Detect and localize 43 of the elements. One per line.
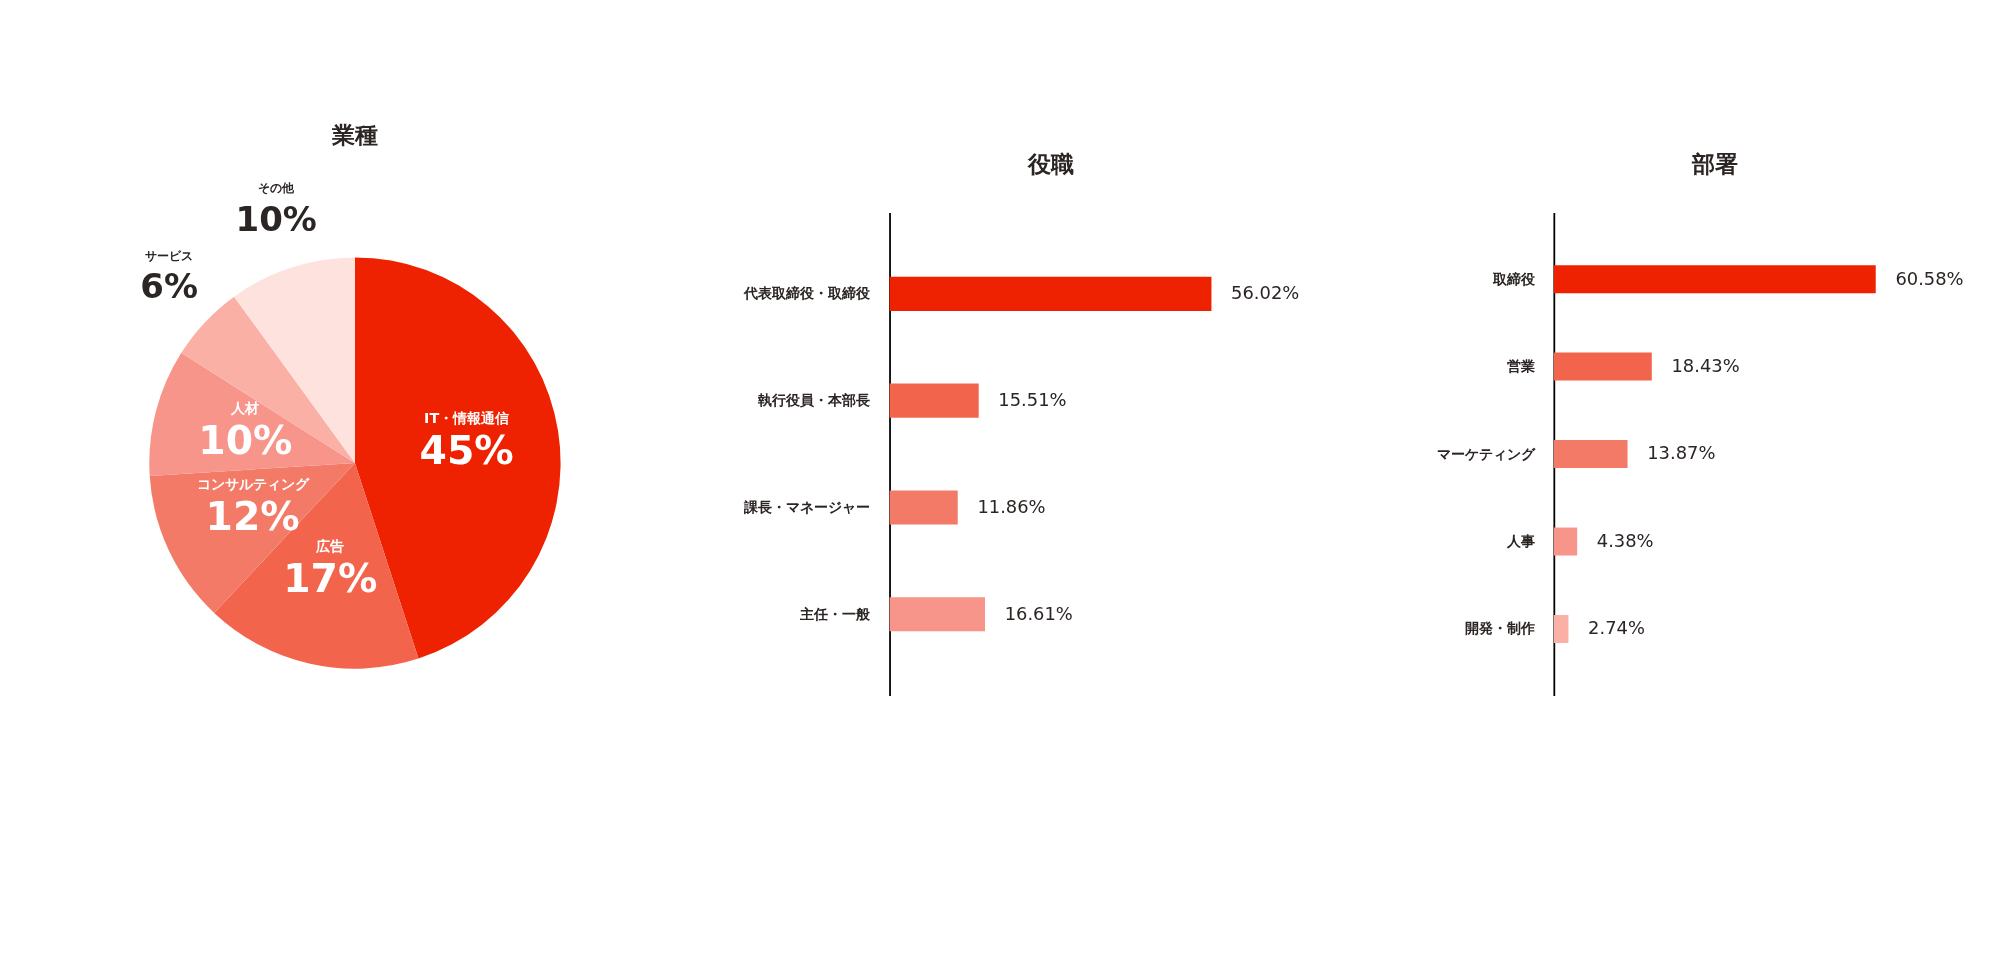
bar — [1553, 352, 1652, 381]
data-label: 13.87% — [1647, 442, 1716, 464]
data-label: 6% — [140, 266, 199, 307]
pie-slice — [181, 296, 355, 464]
chart-title: 業種 — [330, 120, 378, 148]
chart-title: 役職 — [1026, 150, 1074, 178]
slice-label: 人材 — [230, 399, 260, 416]
data-label: 10% — [198, 416, 293, 463]
data-label: 16.61% — [1004, 602, 1073, 624]
slice-label: サービス — [145, 248, 194, 263]
y-tick-label: 執行役員・本部長 — [757, 392, 871, 409]
data-label: 56.02% — [1231, 282, 1300, 304]
y-tick-label: 主任・一般 — [799, 605, 872, 622]
y-tick-label: マーケティング — [1436, 445, 1536, 462]
data-label: 2.74% — [1588, 617, 1645, 639]
data-label: 15.51% — [998, 389, 1067, 411]
bar — [889, 383, 979, 418]
slice-label: 広告 — [315, 538, 345, 555]
data-label: 17% — [283, 555, 378, 602]
data-label: 10% — [235, 198, 317, 239]
bar — [889, 276, 1212, 311]
data-label: 12% — [205, 492, 300, 539]
y-tick-label: 課長・マネージャー — [743, 498, 871, 515]
data-label: 4.38% — [1596, 529, 1654, 551]
data-label: 60.58% — [1895, 267, 1964, 289]
y-tick-label: 人事 — [1505, 533, 1535, 549]
data-label: 18.43% — [1671, 354, 1740, 376]
data-label: 11.86% — [977, 495, 1046, 517]
slice-label: IT・情報通信 — [424, 409, 510, 426]
bar — [1553, 615, 1569, 643]
bar — [1553, 440, 1628, 469]
bar — [889, 597, 986, 632]
y-tick-label: 営業 — [1506, 358, 1535, 375]
data-label: 45% — [419, 427, 514, 474]
chart-title: 部署 — [1690, 150, 1738, 178]
slice-label: コンサルティング — [196, 475, 310, 492]
y-tick-label: 取締役 — [1491, 270, 1536, 287]
bar — [1553, 265, 1876, 294]
slice-label: その他 — [258, 181, 296, 196]
y-tick-label: 開発・制作 — [1464, 620, 1535, 637]
bar — [1553, 527, 1578, 556]
bar — [889, 490, 958, 525]
y-tick-label: 代表取締役・取締役 — [743, 285, 872, 302]
